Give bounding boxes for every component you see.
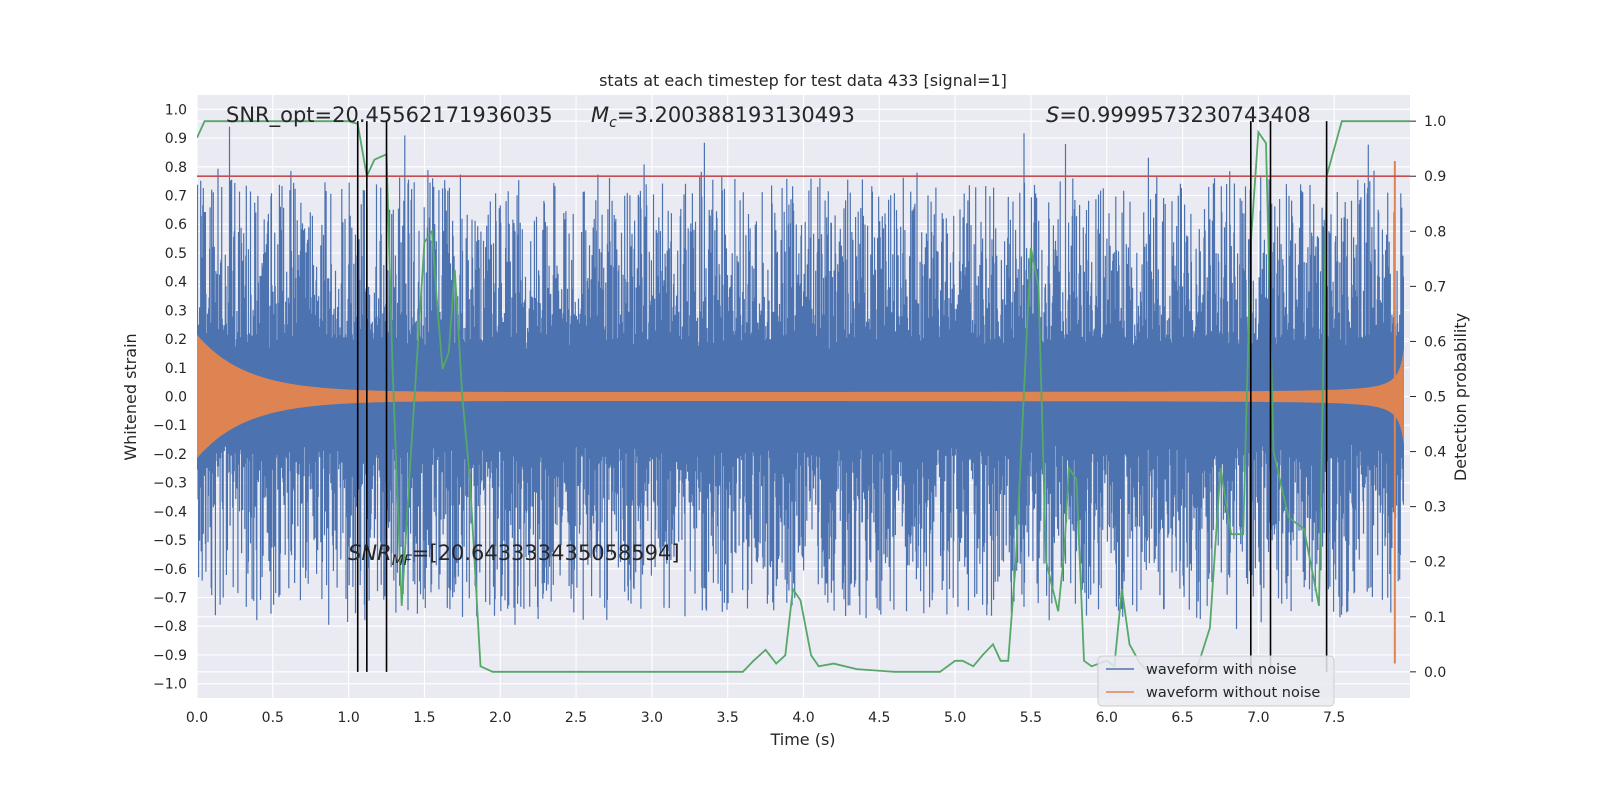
y2-tick-label: 0.4 [1424,445,1446,461]
y2-tick-label: 0.7 [1424,279,1446,295]
x-tick-label: 1.5 [413,710,435,726]
y-tick-label: 1.0 [165,102,187,118]
y2-tick-label: 0.1 [1424,610,1446,626]
x-tick-label: 0.5 [262,710,284,726]
x-axis-ticks: 0.0 0.5 1.0 1.5 2.0 2.5 3.0 3.5 4.0 4.5 5.0 5.5 6.0 6… [186,710,1345,726]
x-tick-label: 5.0 [944,710,966,726]
y-tick-label: 0.1 [165,361,187,377]
y-tick-label: −0.3 [153,476,187,492]
x-tick-label: 2.5 [565,710,587,726]
series-detection-probability [197,120,1410,673]
y-tick-label: −0.9 [153,648,187,664]
score-annotation: S=0.9999573230743408 [1046,103,1311,127]
detection-vlines [356,121,1328,672]
y2-tick-label: 0.2 [1424,555,1446,571]
y2-tick-label: 0.3 [1424,500,1446,516]
x-tick-label: 2.0 [489,710,511,726]
y-tick-label: −1.0 [153,677,187,693]
x-tick-label: 7.5 [1323,710,1345,726]
legend-label-clean: waveform without noise [1146,685,1320,701]
legend-label-noise: waveform with noise [1146,662,1297,678]
clean-waveform-envelope [197,334,1404,459]
x-tick-label: 4.5 [868,710,890,726]
y-tick-label: 0.3 [165,303,187,319]
y2-axis-label: Detection probability [1451,313,1470,481]
x-tick-label: 3.5 [717,710,739,726]
y-tick-label: 0.8 [165,160,187,176]
y-tick-label: −0.1 [153,418,187,434]
snr-opt-annotation: SNR_opt=20.45562171936035 [226,103,553,128]
y-tick-label: 0.2 [165,332,187,348]
x-tick-label: 4.0 [792,710,814,726]
x-tick-label: 7.0 [1247,710,1269,726]
y-tick-label: −0.4 [153,504,187,520]
y-tick-label: −0.8 [153,619,187,635]
y-axis-ticks: 1.0 0.9 0.8 0.7 0.6 0.5 0.4 0.3 0.2 0.1 0.0 −0.1 −0.… [153,102,187,692]
y-tick-label: −0.5 [153,533,187,549]
legend: waveform with noise waveform without noi… [1097,655,1335,707]
y-tick-label: −0.2 [153,447,187,463]
x-tick-label: 5.5 [1020,710,1042,726]
y2-tick-label: 0.5 [1424,390,1446,406]
probability-line [197,120,1410,673]
y-tick-label: 0.7 [165,189,187,205]
x-tick-label: 1.0 [337,710,359,726]
y2-tick-label: 0.0 [1424,665,1446,681]
x-tick-label: 0.0 [186,710,208,726]
chart-title: stats at each timestep for test data 433… [599,71,1007,90]
snr-mf-annotation: SNRMF=[20.643333435058594] [348,541,680,569]
y2-tick-label: 0.9 [1424,169,1446,185]
y-tick-label: 0.5 [165,246,187,262]
chirp-mass-annotation: Mc=3.200388193130493 [591,103,855,131]
x-tick-label: 6.5 [1171,710,1193,726]
y-tick-label: −0.6 [153,562,187,578]
y2-tick-label: 1.0 [1424,114,1446,130]
y-tick-label: 0.6 [165,217,187,233]
series-waveform-without-noise [197,161,1404,664]
y2-axis-ticks: 1.0 0.9 0.8 0.7 0.6 0.5 0.4 0.3 0.2 0.1 0.0 [1410,114,1446,681]
y2-tick-label: 0.8 [1424,224,1446,240]
y-tick-label: 0.4 [165,275,187,291]
y-tick-label: 0.9 [165,131,187,147]
x-tick-label: 6.0 [1096,710,1118,726]
x-axis-label: Time (s) [769,730,835,749]
x-tick-label: 3.0 [641,710,663,726]
y-tick-label: 0.0 [165,390,187,406]
y2-tick-label: 0.6 [1424,334,1446,350]
plot-marks [197,120,1410,673]
legend-box [1097,655,1335,707]
y-tick-label: −0.7 [153,591,187,607]
y-axis-label: Whitened strain [121,333,140,460]
